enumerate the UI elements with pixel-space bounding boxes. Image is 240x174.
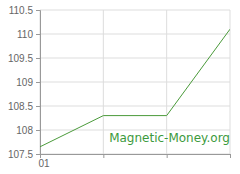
- x-tick: [230, 154, 231, 158]
- x-tick-mark: [167, 154, 168, 158]
- grid-line-y: [40, 34, 230, 35]
- grid-line-x: [103, 10, 104, 154]
- y-tick-mark: [36, 34, 40, 35]
- y-tick: 108: [16, 125, 40, 136]
- y-tick-mark: [36, 106, 40, 107]
- x-tick: [167, 154, 168, 158]
- y-tick-mark: [36, 10, 40, 11]
- y-tick-mark: [36, 82, 40, 83]
- data-line: [40, 29, 230, 147]
- grid-line-y: [40, 10, 230, 11]
- grid: [40, 10, 230, 154]
- x-axis: 01: [39, 154, 231, 169]
- x-tick-label: 01: [39, 158, 51, 169]
- x-tick-mark: [230, 154, 231, 158]
- x-tick-mark: [103, 154, 104, 158]
- y-axis: 107.5 108 108.5 109 109.5 110 110.5: [8, 5, 41, 160]
- grid-line-y: [40, 106, 230, 107]
- x-tick: [103, 154, 104, 158]
- grid-line-y: [40, 58, 230, 59]
- annotation: Magnetic-Money.org: [109, 131, 230, 145]
- y-tick-mark: [36, 154, 40, 155]
- x-tick: 01: [39, 154, 51, 169]
- y-tick: 109.5: [8, 53, 40, 64]
- y-tick: 107.5: [8, 149, 40, 160]
- y-tick-label: 107.5: [8, 149, 33, 160]
- y-tick: 110.5: [9, 5, 40, 16]
- y-tick: 108.5: [8, 101, 40, 112]
- y-tick: 109: [16, 77, 40, 88]
- y-tick-label: 109.5: [8, 53, 33, 64]
- y-tick: 110: [17, 29, 40, 40]
- y-tick-label: 108.5: [8, 101, 33, 112]
- y-tick-label: 110.5: [9, 5, 34, 16]
- y-axis-line: [36, 11, 41, 155]
- y-tick-label: 110: [17, 29, 33, 40]
- chart: 107.5 108 108.5 109 109.5 110 110.5 01 Magnetic-…: [0, 0, 240, 174]
- y-tick-mark: [36, 130, 40, 131]
- y-tick-mark: [36, 58, 40, 59]
- x-axis-line: [41, 155, 231, 159]
- grid-line-y: [40, 82, 230, 83]
- plot-area: [40, 29, 230, 147]
- y-tick-label: 109: [16, 77, 33, 88]
- y-tick-label: 108: [16, 125, 33, 136]
